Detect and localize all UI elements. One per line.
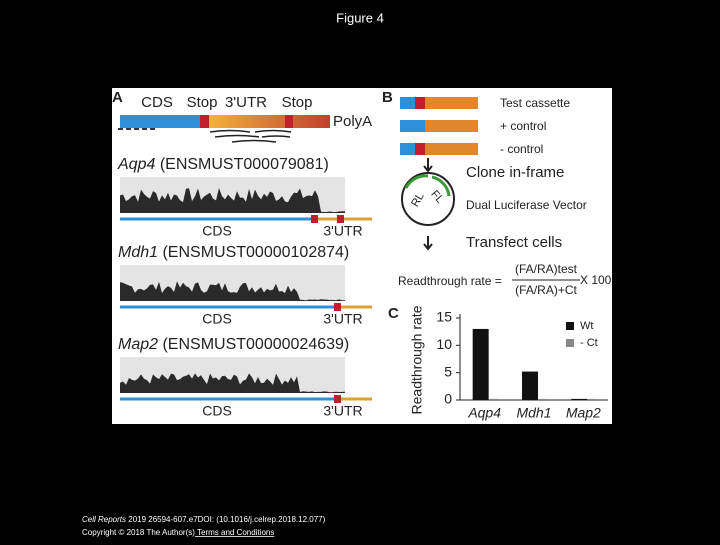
schematic-label: PolyA	[333, 113, 372, 130]
region-label: CDS	[202, 223, 232, 239]
legend-label: - Ct	[580, 337, 598, 349]
formula: Readthrough rate =	[398, 274, 502, 288]
panel-label: A	[112, 89, 123, 106]
panel-label: C	[388, 305, 399, 322]
schematic-label: CDS	[141, 94, 173, 111]
bar	[588, 398, 597, 400]
utr-bar	[208, 115, 330, 128]
gene-name: Map2	[118, 336, 158, 353]
stop-box	[285, 115, 293, 128]
cassette-label: + control	[500, 119, 546, 133]
cassette-part	[400, 143, 415, 155]
legend-swatch	[566, 322, 574, 330]
terms-link[interactable]: Terms and Conditions	[195, 528, 274, 537]
region-label: CDS	[202, 311, 232, 327]
gene-label: Mdh1 (ENSMUST00000102874)	[118, 244, 349, 261]
bar	[571, 398, 588, 400]
gene-name: Aqp4	[117, 156, 155, 173]
cassette-part	[415, 97, 425, 109]
panel-b: B Test cassette + control - control RL F…	[382, 89, 612, 297]
y-tick-label: 10	[436, 336, 452, 352]
x-tick-label: Map2	[566, 405, 601, 421]
gene-name: Mdh1	[118, 244, 158, 261]
citation-text: 2019 26594-607.e7DOI: (10.1016/j.celrep.…	[126, 515, 326, 524]
vector-genes	[404, 174, 451, 197]
x-tick-label: Aqp4	[467, 405, 501, 421]
stop-box	[311, 215, 318, 223]
stop-box	[200, 115, 209, 128]
cassette-label: - control	[500, 142, 543, 156]
region-label: 3'UTR	[323, 403, 362, 419]
x-tick-label: Mdh1	[516, 405, 551, 421]
step-label: Clone in-frame	[466, 164, 564, 181]
copyright-text: Copyright © 2018 The Author(s)	[82, 528, 195, 537]
cassette-part	[400, 120, 425, 132]
region-label: 3'UTR	[323, 311, 362, 327]
panel-label: B	[382, 89, 393, 106]
vector-circle	[401, 172, 455, 226]
region-label: CDS	[202, 403, 232, 419]
gene-label: Aqp4 (ENSMUST000079081)	[117, 156, 329, 173]
bar	[522, 371, 538, 400]
cassette-part	[400, 97, 415, 109]
panel-a: A CDS Stop 3'UTR Stop PolyA Aqp4 (ENSMUS…	[112, 89, 372, 419]
reads	[209, 129, 292, 143]
arrow	[423, 236, 433, 251]
cassette-part	[415, 143, 425, 155]
gene-id: (ENSMUST000079081)	[155, 156, 328, 173]
stop-box	[334, 395, 341, 403]
gene-id: (ENSMUST00000024639)	[158, 336, 349, 353]
legend-label: Wt	[580, 320, 593, 332]
y-tick-label: 0	[444, 391, 452, 407]
coverage	[120, 281, 345, 301]
legend-swatch	[566, 339, 574, 347]
citation: Cell Reports 2019 26594-607.e7DOI: (10.1…	[82, 515, 326, 524]
step-label: Transfect cells	[466, 234, 562, 251]
formula: X 100	[580, 273, 612, 287]
gene-label: Map2 (ENSMUST00000024639)	[118, 336, 349, 353]
y-axis-label: Readthrough rate	[409, 305, 425, 414]
cassette-label: Test cassette	[500, 96, 570, 110]
schematic-label: Stop	[282, 94, 313, 111]
formula: (FA/RA)test	[515, 262, 578, 276]
stop-box	[334, 303, 341, 311]
coverage	[120, 188, 345, 213]
journal: Cell Reports	[82, 515, 126, 524]
gene-id: (ENSMUST00000102874)	[158, 244, 349, 261]
schematic-label: Stop	[187, 94, 218, 111]
coverage	[120, 373, 345, 393]
bar	[539, 398, 547, 400]
bar	[489, 398, 498, 400]
formula: (FA/RA)+Ct	[515, 283, 577, 297]
step-label: Dual Luciferase Vector	[466, 198, 587, 212]
y-tick-label: 5	[444, 363, 452, 379]
arrow	[423, 158, 433, 173]
copyright: Copyright © 2018 The Author(s) Terms and…	[82, 528, 274, 537]
cds-bar	[120, 115, 202, 128]
panel-c: C Readthrough rate 0 5 10 15 Aqp4 Mdh1 Map2 Wt -…	[388, 305, 608, 421]
y-tick-label: 15	[436, 309, 452, 325]
slide-title: Figure 4	[336, 10, 384, 25]
schematic-label: 3'UTR	[225, 94, 267, 111]
stop-box	[337, 215, 344, 223]
region-label: 3'UTR	[323, 223, 362, 239]
bar	[472, 328, 489, 400]
